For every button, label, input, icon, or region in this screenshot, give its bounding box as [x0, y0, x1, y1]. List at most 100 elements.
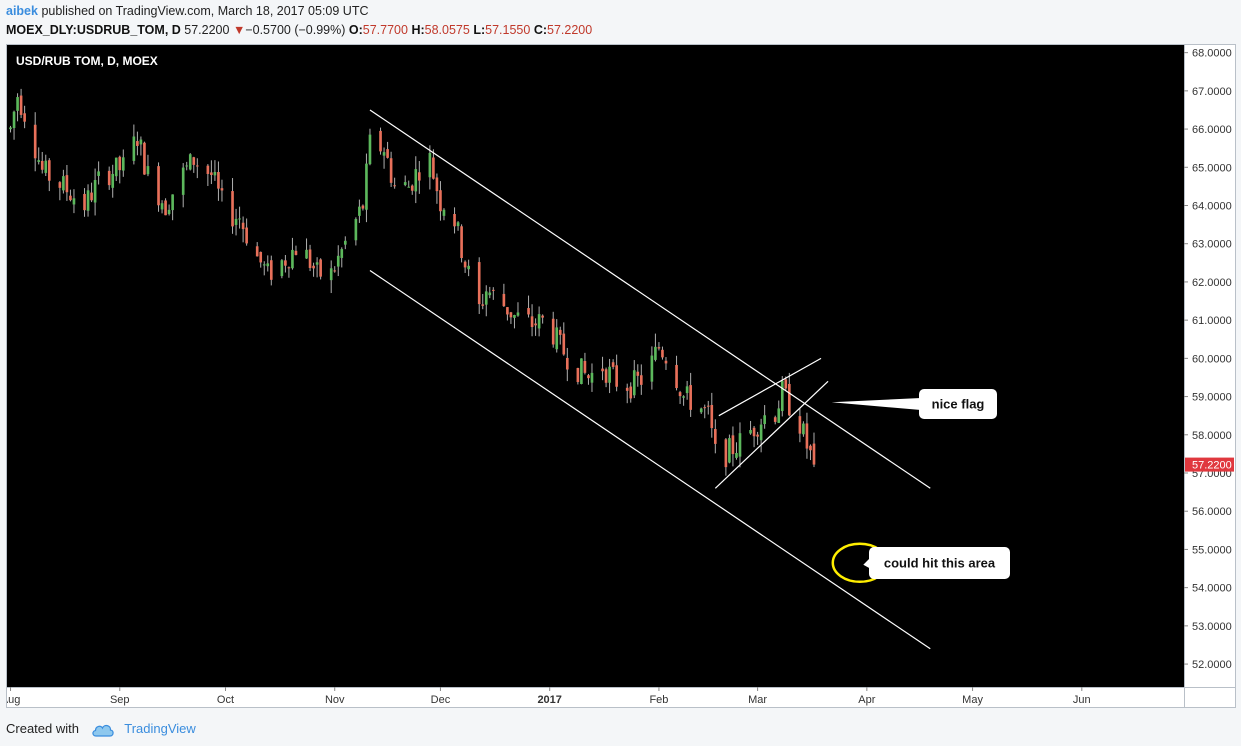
y-tick-label: 63.0000 [1192, 239, 1232, 251]
candle-body [587, 375, 590, 379]
y-tick-label: 53.0000 [1192, 621, 1232, 633]
candle-body [121, 157, 125, 171]
candle-body [731, 435, 735, 455]
candle-body [516, 312, 520, 316]
candle-body [632, 370, 636, 396]
annotation-pointer [831, 398, 921, 410]
candle-body [562, 333, 566, 355]
candle-body [86, 190, 90, 211]
candle-body [217, 172, 220, 189]
candle-body [506, 307, 509, 315]
candle-body [442, 209, 446, 216]
candle-body [678, 392, 682, 397]
candle-body [625, 387, 629, 391]
annotation-box [919, 389, 997, 419]
x-tick-label: Nov [325, 694, 345, 706]
candle-body [16, 97, 19, 111]
candle-body [682, 396, 685, 398]
y-tick-label: 64.0000 [1192, 201, 1232, 213]
annotation-text: nice flag [932, 397, 985, 412]
candle-body [724, 439, 728, 468]
y-tick-label: 60.0000 [1192, 353, 1232, 365]
chart-frame[interactable]: 52.0000 53.0000 54.0000 55.0000 56.0000 57.00… [6, 44, 1236, 708]
candle-body [393, 185, 396, 187]
down-arrow-icon: ▼ [232, 23, 246, 37]
high-label: H: [411, 23, 425, 37]
channel-upper-line [369, 109, 931, 489]
y-tick-label: 65.0000 [1192, 162, 1232, 174]
candle-body [787, 383, 791, 416]
candle-body [428, 152, 432, 178]
channel-lower-line [369, 269, 931, 650]
candle-body [484, 291, 488, 305]
y-tick-label: 52.0000 [1192, 659, 1232, 671]
candle-body [435, 177, 439, 192]
candle-body [565, 357, 569, 370]
candle-body [407, 186, 411, 188]
candle-body [259, 251, 263, 263]
published-text: published on TradingView.com, March 18, … [41, 4, 369, 18]
candle-body [513, 314, 516, 318]
footer: Created with TradingView [6, 719, 196, 739]
last-price-label: 57.2200 [1192, 460, 1232, 472]
candle-body [111, 173, 115, 188]
candle-body [756, 434, 759, 437]
flag-upper-line [718, 357, 822, 417]
candle-body [146, 166, 150, 175]
candle-body [157, 166, 160, 206]
candle-body [47, 160, 51, 181]
annotation-box [869, 547, 1010, 579]
candle-body [167, 209, 171, 215]
candle-body [262, 264, 266, 266]
candle-body [23, 113, 26, 122]
candle-body [206, 165, 210, 174]
candle-body [752, 427, 756, 437]
price-change: −0.5700 (−0.99%) [245, 23, 346, 37]
candle-body [608, 366, 611, 383]
candlestick-chart[interactable]: 52.000053.000054.000055.000056.000057.00… [7, 45, 1235, 707]
candle-body [238, 218, 241, 220]
candle-body [738, 433, 742, 457]
candle-body [639, 375, 643, 385]
x-tick-label: Mar [748, 694, 767, 706]
candle-body [439, 190, 442, 212]
candle-body [453, 213, 456, 227]
candle-body [583, 361, 587, 373]
candle-body [780, 380, 784, 412]
y-tick-label: 55.0000 [1192, 544, 1232, 556]
candle-body [456, 222, 460, 227]
x-tick-label: May [962, 694, 983, 706]
candle-body [710, 405, 714, 429]
candle-body [65, 175, 69, 193]
candle-body [629, 386, 633, 399]
candle-body [576, 368, 580, 383]
tradingview-link[interactable]: TradingView [124, 721, 196, 736]
plot-background [7, 45, 1184, 687]
candle-body [83, 193, 86, 211]
x-tick-label: Feb [649, 694, 668, 706]
candle-body [798, 416, 802, 434]
candle-body [245, 227, 248, 244]
candle-body [132, 136, 136, 161]
low-label: L: [473, 23, 486, 37]
candle-body [812, 443, 816, 465]
candle-body [389, 158, 393, 183]
candle-body [558, 329, 562, 335]
candle-body [802, 423, 805, 435]
candle-body [72, 198, 76, 205]
y-tick-label: 61.0000 [1192, 315, 1232, 327]
candle-body [354, 218, 358, 241]
last-price: 57.2200 [184, 23, 230, 37]
y-tick-label: 62.0000 [1192, 277, 1232, 289]
candle-body [192, 157, 196, 165]
candle-body [319, 259, 322, 277]
candle-body [488, 292, 492, 296]
candle-body [336, 255, 340, 267]
candle-body [551, 318, 555, 345]
candle-body [580, 358, 583, 384]
close-value: 57.2200 [547, 23, 593, 37]
candle-body [654, 346, 657, 360]
candle-body [241, 222, 245, 230]
x-tick-label: Dec [431, 694, 451, 706]
author-link[interactable]: aibek [6, 4, 38, 18]
